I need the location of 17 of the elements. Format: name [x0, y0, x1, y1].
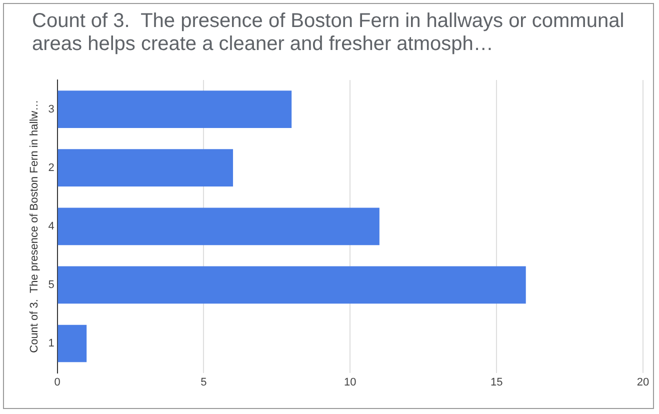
bar: [58, 149, 234, 187]
x-tick-label: 0: [54, 376, 60, 388]
y-tick-label: 4: [48, 220, 54, 232]
x-tick-label: 15: [490, 376, 503, 388]
y-axis-title: Count of 3. The presence of Boston Fern in hallw…: [28, 100, 41, 353]
x-tick-label: 20: [636, 376, 650, 388]
y-tick-label: 5: [48, 278, 54, 291]
y-tick-label: 1: [48, 338, 54, 350]
bar: [58, 324, 87, 362]
x-tick-label: 5: [200, 376, 207, 388]
x-tick-label: 10: [344, 376, 356, 388]
y-tick-label: 2: [48, 162, 54, 174]
chart-title: Count of 3. The presence of Boston Fern in hallways or communal areas helps create a cleaner and fresher atmosph…: [32, 10, 626, 56]
y-tick-label: 3: [48, 103, 54, 116]
bar: [58, 208, 380, 246]
bar: [58, 266, 526, 304]
bar: [58, 90, 292, 128]
